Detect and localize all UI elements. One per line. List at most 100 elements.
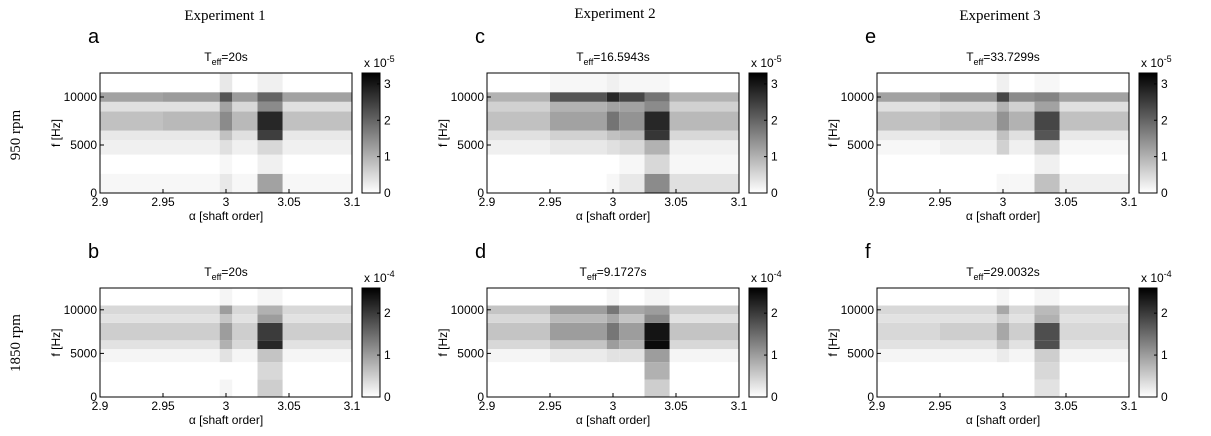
y-axis-label: f [Hz] bbox=[436, 328, 450, 356]
heat-cell bbox=[996, 288, 1010, 306]
heat-cell bbox=[257, 379, 283, 397]
y-tick-label: 0 bbox=[90, 390, 97, 404]
title-rest: =9.1727s bbox=[597, 265, 647, 279]
heat-cell bbox=[282, 362, 352, 380]
heat-cell bbox=[163, 340, 220, 350]
heat-cell bbox=[163, 140, 220, 155]
y-tick-label: 10000 bbox=[64, 303, 98, 317]
heat-cell bbox=[1034, 288, 1060, 306]
heat-cell bbox=[219, 322, 233, 341]
heat-cell bbox=[487, 362, 550, 380]
heat-cell bbox=[1034, 379, 1060, 397]
heat-cell bbox=[996, 154, 1010, 174]
heat-cell bbox=[219, 173, 233, 193]
x-tick-label: 2.9 bbox=[92, 195, 109, 209]
heat-cell bbox=[100, 73, 163, 93]
heat-cell bbox=[219, 362, 233, 380]
heat-cell bbox=[619, 101, 645, 112]
x-tick-label: 3.1 bbox=[344, 399, 361, 413]
y-tick-label: 5000 bbox=[457, 346, 484, 360]
heat-cell bbox=[1059, 340, 1129, 350]
row-label: 1850 rpm bbox=[8, 314, 24, 372]
heat-cell bbox=[487, 101, 550, 112]
y-tick-label: 0 bbox=[477, 186, 484, 200]
heat-cell bbox=[257, 340, 283, 350]
heat-cell bbox=[282, 101, 352, 112]
x-tick-label: 3 bbox=[1000, 399, 1007, 413]
y-tick-label: 5000 bbox=[70, 138, 97, 152]
heat-cell bbox=[669, 92, 739, 102]
heat-cell bbox=[644, 322, 670, 341]
heat-cell bbox=[1034, 101, 1060, 112]
title-main: T bbox=[966, 50, 974, 64]
heat-cell bbox=[232, 379, 258, 397]
heat-cell bbox=[1059, 322, 1129, 341]
heat-cell bbox=[644, 362, 670, 380]
x-axis-label: α [shaft order] bbox=[966, 413, 1040, 427]
title-sub: eff bbox=[584, 57, 594, 67]
heat-cell bbox=[644, 73, 670, 93]
y-axis-label: f [Hz] bbox=[49, 328, 63, 356]
heat-cell bbox=[282, 130, 352, 141]
y-tick-label: 0 bbox=[90, 186, 97, 200]
heat-cell bbox=[606, 140, 620, 155]
title-sub: eff bbox=[212, 57, 222, 67]
heat-cell bbox=[219, 314, 233, 323]
heat-cell bbox=[282, 73, 352, 93]
heat-cell bbox=[163, 305, 220, 315]
heat-cell bbox=[877, 140, 940, 155]
heat-cell bbox=[1034, 154, 1060, 174]
heat-cell bbox=[232, 314, 258, 323]
heat-cell bbox=[219, 101, 233, 112]
heat-cell bbox=[940, 340, 997, 350]
colorbar-multiplier: x 10-4 bbox=[364, 269, 395, 285]
x-tick-label: 2.95 bbox=[538, 195, 562, 209]
x-tick-label: 3.1 bbox=[1121, 399, 1138, 413]
x-tick-label: 2.95 bbox=[151, 399, 175, 413]
multiplier-exp: -4 bbox=[774, 269, 782, 279]
heat-cell bbox=[619, 92, 645, 102]
heat-cell bbox=[100, 101, 163, 112]
heat-cell bbox=[669, 130, 739, 141]
heat-cell bbox=[619, 73, 645, 93]
heat-cell bbox=[282, 173, 352, 193]
heat-cell bbox=[163, 73, 220, 93]
heat-cell bbox=[1034, 305, 1060, 315]
heat-cell bbox=[619, 111, 645, 131]
heat-cell bbox=[877, 101, 940, 112]
heat-cell bbox=[669, 101, 739, 112]
heat-cell bbox=[232, 173, 258, 193]
heat-cell bbox=[257, 92, 283, 102]
heat-cell bbox=[163, 154, 220, 174]
heat-cell bbox=[282, 349, 352, 363]
panel-title: Teff=33.7299s bbox=[966, 50, 1040, 67]
heat-cell bbox=[219, 288, 233, 306]
heat-cell bbox=[257, 154, 283, 174]
title-sub: eff bbox=[974, 272, 984, 282]
heat-cell bbox=[163, 173, 220, 193]
heat-cell bbox=[232, 349, 258, 363]
colorbar-tick-label: 2 bbox=[1161, 306, 1168, 320]
heat-cell bbox=[550, 340, 607, 350]
heat-cell bbox=[1009, 349, 1035, 363]
heat-cell bbox=[1009, 101, 1035, 112]
heat-cell bbox=[877, 379, 940, 397]
column-header: Experiment 2 bbox=[574, 6, 655, 22]
heat-cell bbox=[487, 314, 550, 323]
colorbar bbox=[1138, 72, 1158, 194]
x-axis-label: α [shaft order] bbox=[189, 413, 263, 427]
y-tick-label: 5000 bbox=[847, 138, 874, 152]
heat-cell bbox=[232, 92, 258, 102]
heat-cell bbox=[219, 140, 233, 155]
title-sub: eff bbox=[974, 57, 984, 67]
colorbar-tick-label: 2 bbox=[1161, 113, 1168, 127]
heat-cell bbox=[487, 73, 550, 93]
heat-cell bbox=[619, 173, 645, 193]
heat-cell bbox=[1009, 130, 1035, 141]
heat-cell bbox=[550, 73, 607, 93]
heat-cell bbox=[940, 288, 997, 306]
heat-cell bbox=[619, 140, 645, 155]
heat-cell bbox=[940, 130, 997, 141]
heat-cell bbox=[1034, 130, 1060, 141]
heat-cell bbox=[996, 314, 1010, 323]
